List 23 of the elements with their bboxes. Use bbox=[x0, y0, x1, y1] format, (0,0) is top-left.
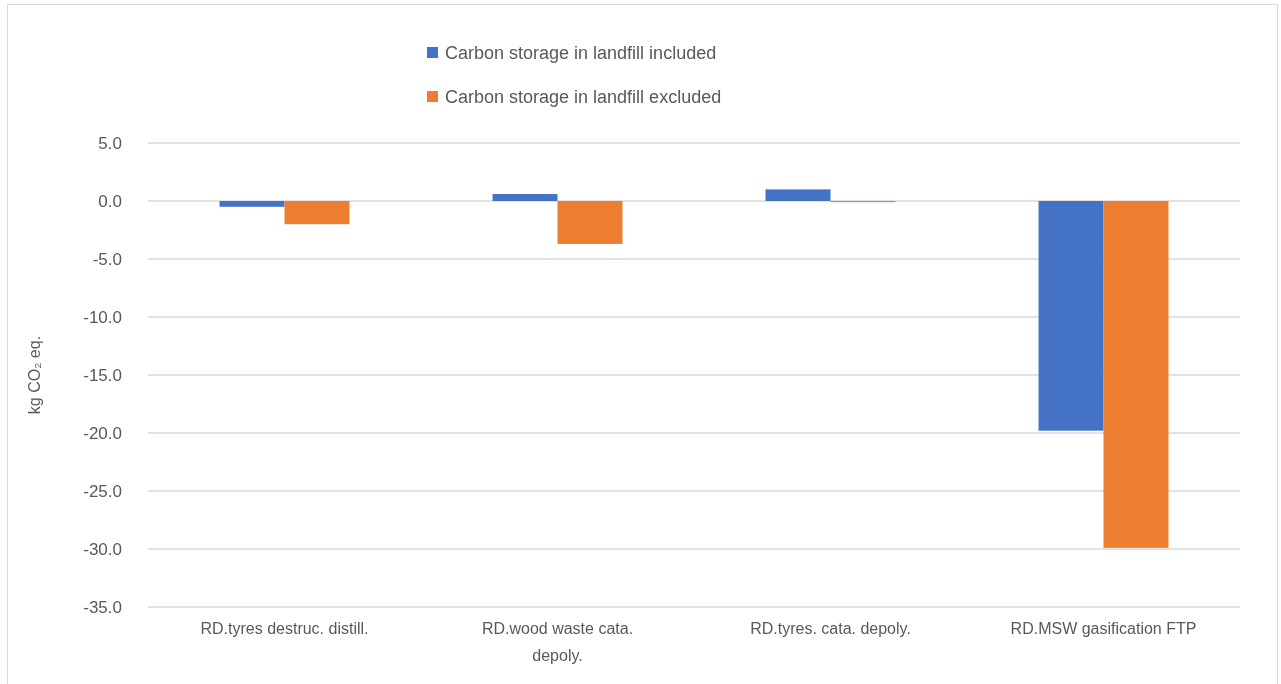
x-tick-label: RD.tyres. cata. depoly. bbox=[750, 620, 911, 637]
y-axis-title: kg CO₂ eq. bbox=[26, 335, 43, 415]
y-tick-label: -35.0 bbox=[83, 597, 122, 617]
legend-label: Carbon storage in landfill included bbox=[445, 43, 717, 64]
bar bbox=[1038, 201, 1104, 431]
y-tick-label: -25.0 bbox=[83, 481, 122, 501]
bar bbox=[284, 201, 350, 225]
x-tick-label: RD.MSW gasification FTP bbox=[1010, 620, 1197, 637]
bar bbox=[557, 201, 623, 244]
y-tick-label: -30.0 bbox=[83, 539, 122, 559]
bar bbox=[765, 189, 831, 201]
bar bbox=[219, 201, 285, 207]
y-tick-label: -20.0 bbox=[83, 423, 122, 443]
y-tick-label: -15.0 bbox=[83, 365, 122, 385]
y-tick-label: -10.0 bbox=[83, 307, 122, 327]
bar bbox=[492, 194, 558, 201]
y-tick-label: -5.0 bbox=[92, 249, 122, 269]
x-tick-label: RD.wood waste cata. depoly. bbox=[481, 620, 634, 664]
y-tick-label: 5.0 bbox=[98, 133, 122, 153]
x-tick-label: RD.tyres destruc. distill. bbox=[200, 620, 369, 637]
legend-label: Carbon storage in landfill excluded bbox=[445, 87, 722, 108]
bar bbox=[1103, 201, 1169, 548]
y-tick-label: 0.0 bbox=[98, 191, 122, 211]
